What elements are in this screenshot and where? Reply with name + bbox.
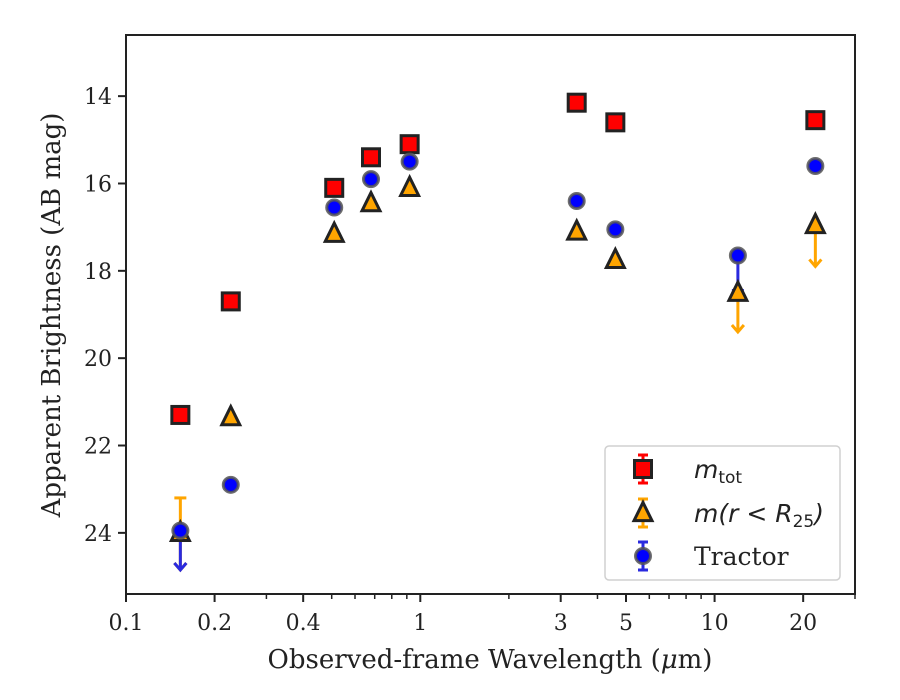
square-marker [399,134,420,155]
y-axis-label: Apparent Brightness (AB mag) [37,113,67,519]
triangle-marker [603,245,627,270]
upper-limit-arrow [173,562,188,573]
triangle-marker [398,173,422,198]
y-tick-label: 20 [84,347,112,372]
triangle-marker [631,499,655,523]
legend-label: m(r < R25) [694,499,824,532]
triangle-marker [565,217,589,241]
legend-box [604,445,841,581]
x-tick-label: 10 [701,611,729,636]
square-marker [566,92,587,113]
circle-marker [362,170,381,189]
axes-frame [125,34,856,595]
y-tick-label: 22 [84,435,112,460]
y-tick-label: 16 [84,172,112,197]
x-tick-label: 1 [413,611,427,636]
circle-marker [221,475,240,494]
x-tick-label: 20 [789,611,817,636]
circle-marker [325,198,344,217]
x-axis-label: Observed-frame Wavelength (μm) [268,645,713,675]
square-marker [805,110,826,131]
triangle-marker [803,211,827,235]
circle-marker [728,246,747,265]
square-marker [324,177,345,198]
y-tick-label: 14 [84,85,112,110]
square-marker [633,459,653,479]
circle-marker [606,220,625,239]
triangle-marker [219,403,243,427]
triangle-marker [726,278,750,302]
axes: 0.1 0.2 0.4 1 3 5 10 20 14 16 18 20 22 24 [84,34,856,636]
upper-limit-arrow [730,323,746,335]
x-tick-label: 0.2 [197,611,232,636]
square-marker [605,112,626,133]
y-tick-label: 18 [84,260,112,285]
circle-marker [806,157,825,176]
square-marker [220,291,241,312]
circle-marker [634,547,652,565]
x-tick-label: 3 [554,611,568,636]
x-tick-label: 0.1 [109,611,144,636]
plot-area [168,92,827,573]
circle-marker [171,521,190,540]
x-tick-label: 5 [619,611,633,636]
square-marker [170,404,191,425]
upper-limit-arrow [808,258,823,269]
legend-label: Tractor [694,542,789,571]
legend-label: mtot [694,455,742,488]
circle-marker [567,191,586,210]
square-marker [361,147,382,168]
y-tick-label: 24 [84,522,112,547]
triangle-marker [359,189,383,213]
circle-marker [400,152,419,171]
triangle-marker [322,219,346,243]
legend[interactable]: mtot m(r < R25) Tractor [604,445,841,581]
x-tick-label: 0.4 [286,611,321,636]
